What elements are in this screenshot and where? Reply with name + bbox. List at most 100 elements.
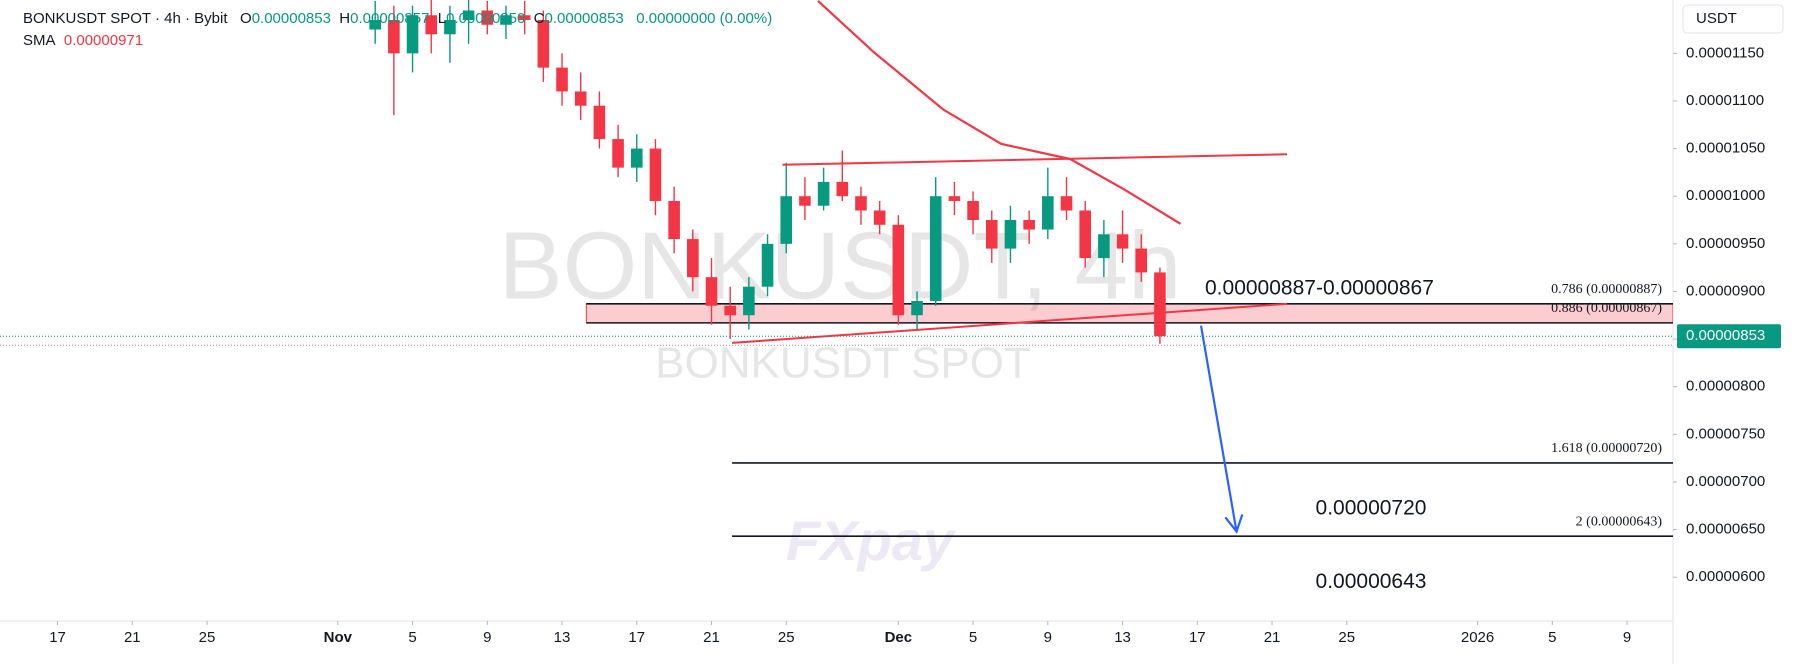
logo: FXpay (786, 509, 957, 572)
watermark-sub: BONKUSDT SPOT (655, 339, 1031, 388)
x-tick-label: 5 (408, 629, 416, 646)
x-tick-label: 17 (49, 629, 66, 646)
change: 0.00000000 (0.00%) (636, 10, 773, 27)
x-tick-label: 21 (703, 629, 720, 646)
price-tag (1677, 324, 1781, 349)
candle-body (444, 20, 456, 35)
low: 0.00000850 (446, 10, 526, 27)
x-tick-label: 5 (969, 629, 977, 646)
candle-body (649, 148, 662, 201)
y-tick-label: 0.00000650 (1686, 521, 1765, 538)
arrow-head (1224, 514, 1244, 534)
open: 0.00000853 (251, 10, 331, 27)
candle-body (388, 20, 400, 54)
candle-body (705, 277, 718, 306)
label: L (437, 10, 447, 27)
y-tick-label: 0.00000950 (1686, 235, 1765, 252)
y-tick-label: 0.00000600 (1686, 568, 1765, 585)
candle-body (518, 15, 531, 21)
watermark: BONKUSDT, 4h (499, 212, 1182, 319)
target-label: 0.00000643 (1316, 570, 1427, 593)
sma-row: SMA 0.00000971 (23, 30, 772, 52)
x-tick-label: 21 (124, 629, 141, 646)
arrow (1199, 325, 1238, 532)
candle-body (1116, 234, 1129, 249)
sma-label: SMA (23, 32, 56, 49)
candle-body (1023, 220, 1035, 230)
currency-box[interactable] (1682, 4, 1784, 34)
candle-body (612, 139, 624, 168)
candle-body (1154, 272, 1166, 337)
candle-body (1060, 196, 1073, 211)
candle-body (537, 20, 550, 68)
x-tick-label: 13 (554, 629, 571, 646)
y-tick-label: 0.00001100 (1686, 92, 1764, 109)
candle-body (630, 148, 643, 168)
candle-body (687, 239, 699, 278)
x-tick-label: 5 (1548, 629, 1556, 646)
y-tick-label: 0.00000750 (1686, 425, 1765, 442)
close: 0.00000853 (544, 10, 624, 27)
candle-body (892, 224, 905, 316)
ohlc-row: BONKUSDT SPOT · 4h · Bybit O0.00000853 H… (23, 8, 772, 30)
candle-body (1079, 210, 1091, 259)
x-tick-label: 9 (1044, 629, 1052, 646)
y-tick-label: 0.00001150 (1686, 44, 1764, 61)
plot-area (369, 0, 1673, 538)
x-tick-label: 13 (1114, 629, 1131, 646)
candle-body (1042, 196, 1054, 230)
candle-body (481, 10, 494, 25)
candle-body (948, 196, 961, 201)
candle-body (1135, 248, 1148, 273)
candle-body (500, 15, 512, 25)
candle-body (911, 300, 923, 316)
candle-body (873, 210, 886, 225)
target-label: 0.00000720 (1316, 496, 1427, 519)
x-tick-label: 25 (199, 629, 216, 646)
label: C (533, 10, 545, 27)
x-tick-label: 25 (1338, 629, 1355, 646)
candle-body (929, 196, 942, 301)
candle-body (817, 181, 830, 206)
x-tick-label: Dec (885, 629, 913, 646)
label: H (339, 10, 351, 27)
y-tick-label: 0.00000900 (1686, 282, 1765, 299)
x-tick-label: 17 (1189, 629, 1206, 646)
x-tick-label: Nov (324, 629, 353, 646)
candle-body (743, 286, 755, 316)
fib-label: 1.618 (0.00000720) (1551, 441, 1662, 456)
candle-body (593, 105, 606, 140)
candle-body (1004, 220, 1017, 249)
label: O (240, 10, 252, 27)
fib-label: 2 (0.00000643) (1576, 514, 1663, 529)
high: 0.00000857 (350, 10, 430, 27)
y-tick-label: 0.00000700 (1686, 473, 1765, 490)
currency: USDT (1696, 10, 1737, 27)
candle-body (855, 196, 867, 211)
candle-body (985, 220, 998, 249)
symbol: BONKUSDT SPOT · 4h · Bybit (23, 10, 228, 27)
x-tick-label: 25 (778, 629, 795, 646)
candle-body (1098, 234, 1110, 259)
candle-body (780, 196, 793, 244)
x-tick-label: 9 (483, 629, 491, 646)
candle-body (425, 15, 438, 35)
x-tick-label: 21 (1264, 629, 1281, 646)
fib-label: 0.786 (0.00000887) (1551, 282, 1662, 297)
y-tick-label: 0.00001050 (1686, 140, 1765, 157)
candle-body (724, 305, 736, 316)
candle-body (406, 15, 419, 54)
candle-body (836, 181, 849, 197)
zone-label: 0.00000887-0.00000867 (1205, 276, 1434, 299)
trendline (782, 153, 1288, 166)
sma-value: 0.00000971 (63, 32, 144, 49)
candle-body (574, 91, 587, 106)
candle-body (761, 243, 774, 287)
candle-body (369, 20, 381, 30)
y-tick-label: 0.00000800 (1686, 378, 1765, 395)
x-tick-label: 9 (1623, 629, 1631, 646)
y-tick-label: 0.00001000 (1686, 187, 1765, 204)
